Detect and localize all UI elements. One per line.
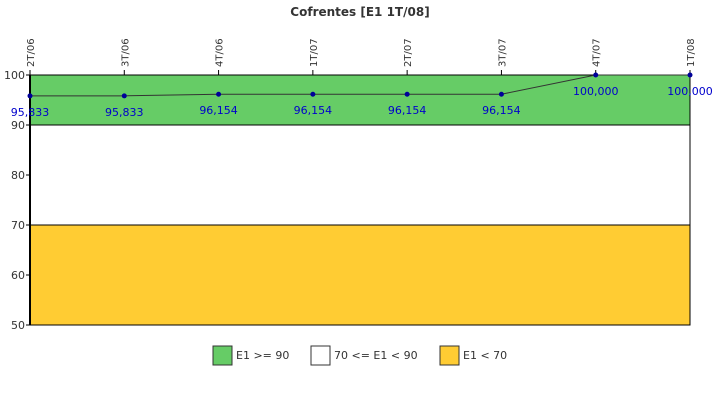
band-1 (30, 125, 690, 225)
legend-swatch (439, 345, 460, 366)
legend-label: 70 <= E1 < 90 (334, 349, 418, 362)
legend-swatch (310, 345, 331, 366)
y-tick-label: 100 (4, 69, 25, 82)
data-point (593, 72, 599, 78)
band-2 (30, 225, 690, 325)
data-label: 95,833 (11, 106, 50, 119)
x-tick-label: 4T/06 (215, 38, 226, 67)
y-tick-label: 50 (11, 319, 25, 332)
data-point (498, 91, 504, 97)
x-tick-label: 1T/08 (686, 38, 697, 67)
data-point (216, 91, 222, 97)
data-label: 100,000 (667, 85, 713, 98)
data-label: 95,833 (105, 106, 144, 119)
chart-title: Cofrentes [E1 1T/08] (290, 5, 429, 19)
data-point (687, 72, 693, 78)
data-label: 96,154 (294, 104, 333, 117)
x-tick-label: 4T/07 (592, 38, 603, 67)
legend-label: E1 < 70 (463, 349, 507, 362)
data-point (27, 93, 33, 99)
x-tick-label: 2T/07 (403, 38, 414, 67)
legend-label: E1 >= 90 (236, 349, 289, 362)
series-line (30, 74, 690, 97)
y-tick-label: 70 (11, 219, 25, 232)
band-0 (30, 75, 690, 125)
x-tick-label: 3T/06 (120, 38, 131, 67)
x-tick-label: 1T/07 (309, 38, 320, 67)
data-label: 96,154 (199, 104, 238, 117)
x-tick-label: 3T/07 (497, 38, 508, 67)
data-point (404, 91, 410, 97)
y-tick-label: 90 (11, 119, 25, 132)
data-label: 96,154 (388, 104, 427, 117)
y-tick-label: 80 (11, 169, 25, 182)
x-tick-label: 2T/06 (26, 38, 37, 67)
data-label: 96,154 (482, 104, 521, 117)
data-point (310, 91, 316, 97)
y-tick-label: 60 (11, 269, 25, 282)
data-label: 100,000 (573, 85, 619, 98)
legend-swatch (212, 345, 233, 366)
data-point (121, 93, 127, 99)
